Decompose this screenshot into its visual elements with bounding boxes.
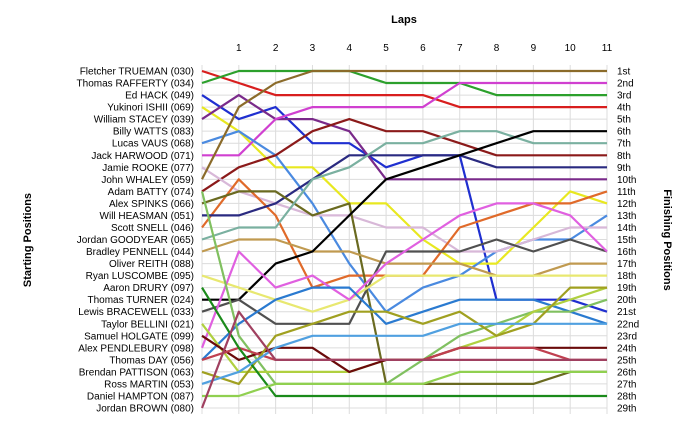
series-line xyxy=(200,202,608,349)
series-line xyxy=(201,287,607,398)
series-line xyxy=(200,310,607,409)
starting-position-label: Yukinori ISHII (069) xyxy=(107,103,194,114)
finishing-position-label: 18th xyxy=(617,271,636,282)
finishing-position-label: 12th xyxy=(617,199,636,210)
finishing-position-label: 27th xyxy=(617,379,636,390)
finishing-position-label: 10th xyxy=(617,175,636,186)
finishing-position-label: 2nd xyxy=(617,79,634,90)
finishing-position-label: 21st xyxy=(617,307,636,318)
starting-position-label: Alex SPINKS (066) xyxy=(109,199,194,210)
starting-position-label: Adam BATTY (074) xyxy=(108,187,194,198)
finishing-position-label: 5th xyxy=(617,115,631,126)
starting-position-label: Aaron DRURY (097) xyxy=(103,283,194,294)
x-tick-label: 1 xyxy=(236,43,242,54)
series-line xyxy=(201,106,608,265)
series-line xyxy=(201,274,607,313)
series-line xyxy=(200,191,608,385)
starting-position-label: Lewis BRACEWELL (033) xyxy=(78,307,194,318)
y-axis-left-label: Starting Positions xyxy=(22,193,34,287)
starting-position-label: Fletcher TRUEMAN (030) xyxy=(80,67,194,78)
starting-position-label: Jamie ROOKE (077) xyxy=(102,163,194,174)
series-lines xyxy=(200,69,608,409)
series-line xyxy=(201,93,607,181)
starting-position-label: Ryan LUSCOMBE (095) xyxy=(86,271,194,282)
finishing-position-label: 11th xyxy=(617,187,636,198)
finishing-position-label: 28th xyxy=(617,391,636,402)
x-tick-label: 10 xyxy=(565,43,577,54)
starting-position-label: Alex PENDLEBURY (098) xyxy=(78,343,194,354)
starting-position-label: Scott SNELL (046) xyxy=(111,223,194,234)
finishing-position-label: 16th xyxy=(617,247,636,258)
series-line xyxy=(201,286,607,385)
starting-position-label: Ross MARTIN (053) xyxy=(104,379,194,390)
series-line xyxy=(201,117,607,193)
series-line xyxy=(201,238,607,277)
finishing-position-label: 20th xyxy=(617,295,636,306)
finishing-position-label: 26th xyxy=(617,367,636,378)
starting-position-label: Taylor BELLINI (021) xyxy=(101,319,194,330)
finishing-position-label: 4th xyxy=(617,103,631,114)
starting-position-label: Thomas DAY (056) xyxy=(109,355,194,366)
starting-position-label: Ed HACK (049) xyxy=(125,91,194,102)
starting-position-label: John WHALEY (059) xyxy=(101,175,194,186)
finishing-position-label: 24th xyxy=(617,343,636,354)
series-line xyxy=(201,94,608,313)
finishing-position-label: 17th xyxy=(617,259,636,270)
x-tick-label: 2 xyxy=(273,43,279,54)
series-line xyxy=(201,69,607,97)
chart-title: Laps xyxy=(391,14,417,26)
starting-position-label: Billy WATTS (083) xyxy=(113,127,194,138)
starting-position-label: Daniel HAMPTON (087) xyxy=(87,391,194,402)
starting-position-label: Thomas RAFFERTY (034) xyxy=(77,79,194,90)
x-tick-label: 5 xyxy=(383,43,389,54)
finishing-position-label: 9th xyxy=(617,163,631,174)
finishing-position-label: 6th xyxy=(617,127,631,138)
series-line xyxy=(202,370,607,398)
starting-position-label: William STACEY (039) xyxy=(94,115,194,126)
series-line xyxy=(201,166,607,253)
starting-position-label: Brendan PATTISON (063) xyxy=(79,367,194,378)
x-tick-label: 9 xyxy=(531,43,537,54)
x-tick-label: 3 xyxy=(310,43,316,54)
x-tick-label: 7 xyxy=(457,43,463,54)
starting-position-label: Jack HARWOOD (071) xyxy=(91,151,194,162)
finishing-position-label: 7th xyxy=(617,139,631,150)
finishing-position-label: 22nd xyxy=(617,319,639,330)
starting-position-label: Jordan BROWN (080) xyxy=(96,404,194,415)
finishing-position-label: 23rd xyxy=(617,331,637,342)
starting-position-label: Thomas TURNER (024) xyxy=(87,295,194,306)
finishing-position-label: 13th xyxy=(617,211,636,222)
series-line xyxy=(201,69,607,180)
starting-position-label: Bradley PENNELL (044) xyxy=(86,247,194,258)
finishing-position-label: 14th xyxy=(617,223,636,234)
finishing-position-label: 15th xyxy=(617,235,636,246)
finishing-position-label: 1st xyxy=(617,67,631,78)
series-line xyxy=(202,154,607,217)
starting-position-label: Jordan GOODYEAR (065) xyxy=(77,235,194,246)
series-line xyxy=(202,81,607,157)
finishing-position-label: 3rd xyxy=(617,91,631,102)
starting-position-label: Oliver REITH (088) xyxy=(109,259,194,270)
y-axis-right-label: Finishing Positions xyxy=(661,189,673,290)
starting-position-label: Lucas VAUS (068) xyxy=(112,139,194,150)
starting-position-label: Will HEASMAN (051) xyxy=(100,211,194,222)
series-line xyxy=(202,130,607,301)
series-line xyxy=(201,69,607,109)
starting-position-label: Samuel HOLGATE (099) xyxy=(84,331,194,342)
series-line xyxy=(201,130,607,241)
x-tick-label: 4 xyxy=(346,43,352,54)
x-tick-label: 6 xyxy=(420,43,426,54)
series-line xyxy=(201,130,608,313)
finishing-position-label: 8th xyxy=(617,151,631,162)
finishing-position-label: 25th xyxy=(617,355,636,366)
x-tick-label: 11 xyxy=(602,43,613,54)
finishing-position-label: 29th xyxy=(617,404,636,415)
x-tick-label: 8 xyxy=(494,43,500,54)
finishing-position-label: 19th xyxy=(617,283,636,294)
